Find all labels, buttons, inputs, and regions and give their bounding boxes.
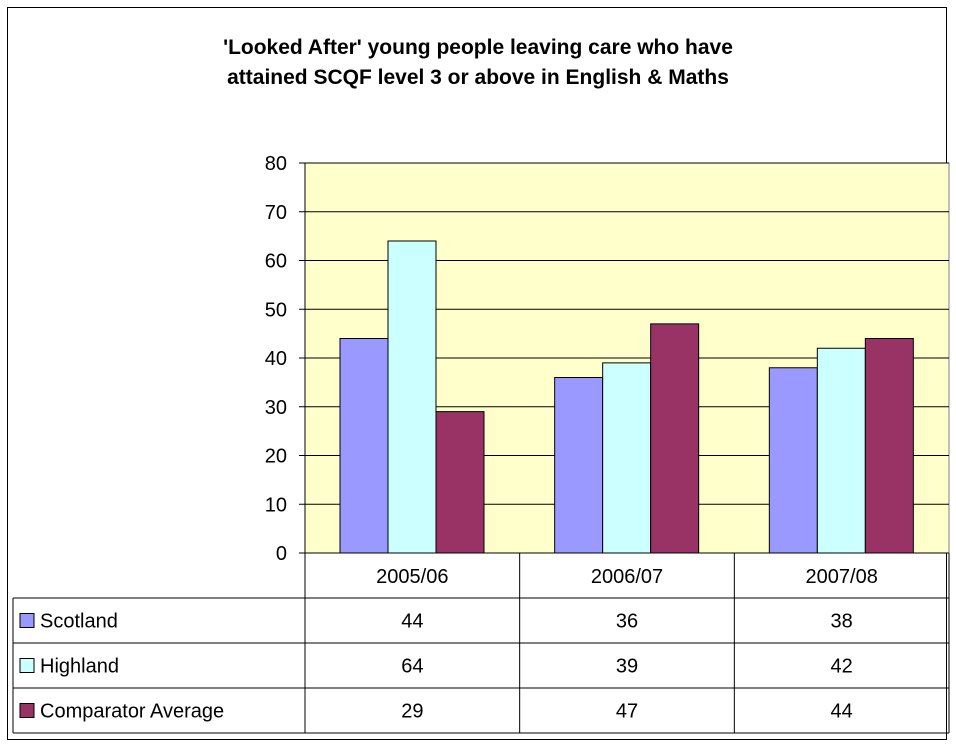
y-tick-label: 30 <box>265 397 287 419</box>
bar <box>435 411 485 554</box>
x-tick-label: 2006/07 <box>591 566 663 588</box>
data-label: 64 <box>401 656 423 678</box>
data-label: 38 <box>831 611 853 633</box>
chart-title: 'Looked After' young people leaving care… <box>0 33 956 93</box>
bar <box>650 323 700 554</box>
y-tick-label: 20 <box>265 446 287 468</box>
data-label: 47 <box>616 701 638 723</box>
bar <box>602 362 652 554</box>
data-label: 44 <box>401 611 423 633</box>
bar <box>554 377 604 554</box>
y-tick-label: 0 <box>276 543 287 565</box>
y-tick-label: 10 <box>265 494 287 516</box>
bar <box>339 338 389 554</box>
chart-title-line-2: attained SCQF level 3 or above in Englis… <box>227 66 729 89</box>
legend-label: Scotland <box>40 611 118 633</box>
x-tick-label: 2005/06 <box>376 566 448 588</box>
y-tick-label: 40 <box>265 348 287 370</box>
bar <box>864 338 914 554</box>
legend-label: Highland <box>40 656 119 678</box>
bar <box>768 367 818 554</box>
data-label: 42 <box>831 656 853 678</box>
data-label: 39 <box>616 656 638 678</box>
data-label: 36 <box>616 611 638 633</box>
legend-swatch <box>19 613 35 628</box>
y-tick-label: 80 <box>265 153 287 175</box>
x-tick-label: 2007/08 <box>806 566 878 588</box>
bar <box>816 347 866 554</box>
y-tick-label: 50 <box>265 299 287 321</box>
legend-label: Comparator Average <box>40 701 224 723</box>
chart-title-line-1: 'Looked After' young people leaving care… <box>223 36 733 59</box>
legend-swatch <box>19 703 35 718</box>
y-tick-label: 70 <box>265 202 287 224</box>
bar <box>387 240 437 554</box>
data-label: 29 <box>401 701 423 723</box>
legend-swatch <box>19 658 35 673</box>
y-tick-label: 60 <box>265 251 287 273</box>
data-label: 44 <box>831 701 853 723</box>
